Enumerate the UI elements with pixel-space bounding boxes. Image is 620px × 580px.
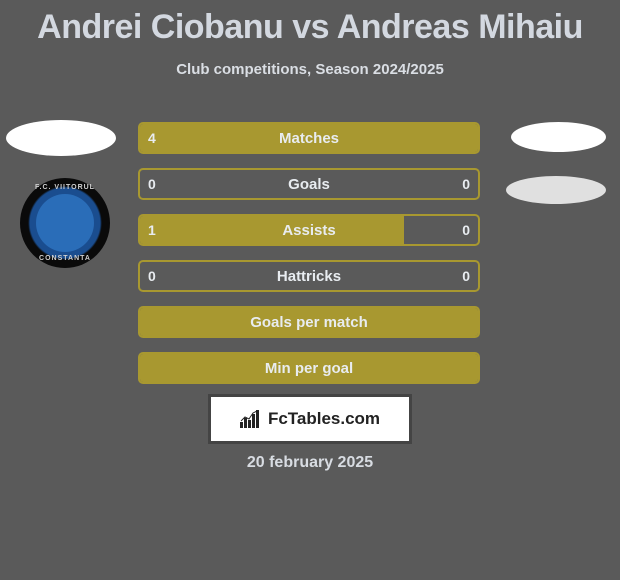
badge-bottom-text: CONSTANTA: [20, 255, 110, 262]
stat-value-left: 0: [148, 176, 156, 192]
date-text: 20 february 2025: [0, 454, 620, 472]
stat-row: Matches4: [138, 122, 480, 154]
stat-value-right: 0: [462, 222, 470, 238]
club-badge: F.C. VIITORUL CONSTANTA: [20, 178, 110, 268]
chart-icon: [240, 410, 262, 428]
stat-label: Matches: [140, 130, 478, 147]
stat-value-left: 1: [148, 222, 156, 238]
stat-label: Goals per match: [140, 314, 478, 331]
page-title: Andrei Ciobanu vs Andreas Mihaiu: [0, 0, 620, 47]
stat-value-left: 0: [148, 268, 156, 284]
stat-label: Assists: [140, 222, 478, 239]
team-logo-right-placeholder-2: [506, 176, 606, 204]
stat-label: Goals: [140, 176, 478, 193]
club-badge-inner: [36, 194, 94, 252]
team-logo-right-placeholder-1: [511, 122, 606, 152]
stat-label: Min per goal: [140, 360, 478, 377]
stat-value-right: 0: [462, 176, 470, 192]
comparison-bars: Matches4Goals00Assists10Hattricks00Goals…: [138, 122, 480, 398]
stat-value-left: 4: [148, 130, 156, 146]
stat-row: Goals0 0: [138, 168, 480, 200]
footer-brand-text: FcTables.com: [268, 409, 380, 429]
stat-value-right: 0: [462, 268, 470, 284]
subtitle: Club competitions, Season 2024/2025: [0, 61, 620, 78]
stat-row: Min per goal: [138, 352, 480, 384]
stat-row: Hattricks0 0: [138, 260, 480, 292]
team-logo-left-placeholder: [6, 120, 116, 156]
stat-row: Assists1 0: [138, 214, 480, 246]
badge-top-text: F.C. VIITORUL: [20, 184, 110, 191]
stat-label: Hattricks: [140, 268, 478, 285]
stat-row: Goals per match: [138, 306, 480, 338]
footer-brand-badge[interactable]: FcTables.com: [208, 394, 412, 444]
